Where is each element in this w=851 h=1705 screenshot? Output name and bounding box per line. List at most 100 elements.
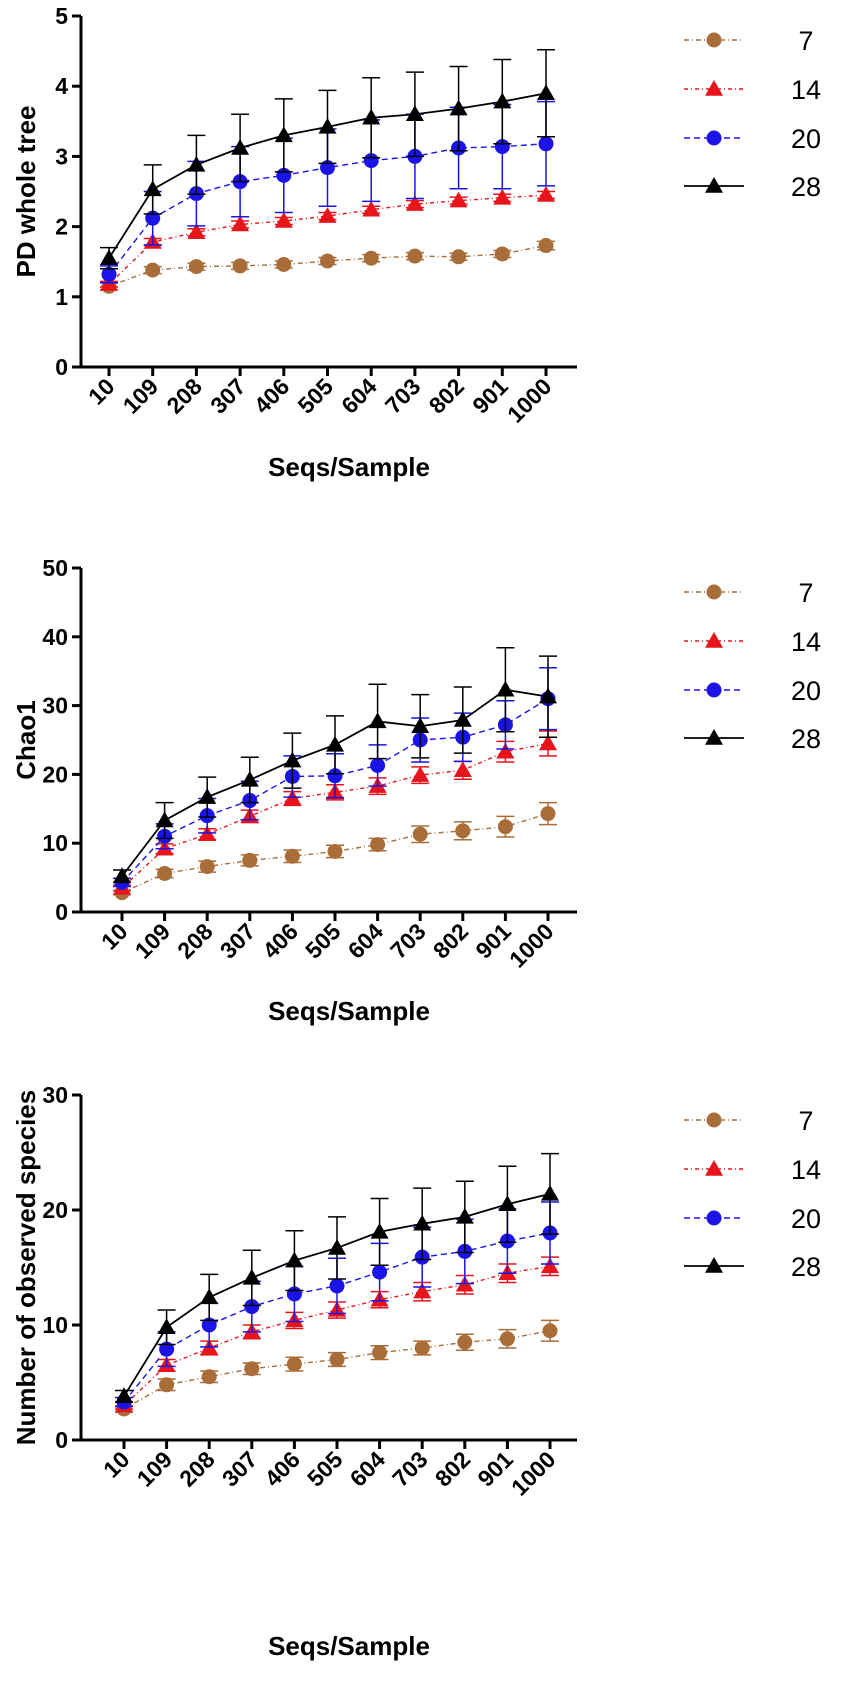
y-tick-label: 20 (42, 1197, 68, 1223)
legend-marker (706, 682, 722, 698)
legend-item: 20 (684, 676, 821, 706)
series-28 (100, 48, 555, 270)
data-point (368, 712, 387, 729)
y-tick-label: 5 (55, 3, 68, 29)
x-tick-label: 703 (380, 373, 426, 419)
legend-item: 28 (684, 724, 821, 754)
data-point (155, 811, 174, 828)
data-point (276, 257, 292, 273)
data-point (370, 1222, 389, 1239)
data-point (284, 848, 300, 864)
data-point (370, 837, 386, 853)
data-point (231, 138, 250, 155)
x-tick-label: 10 (83, 373, 119, 409)
data-point (493, 188, 512, 205)
data-point (274, 211, 293, 228)
legend-marker (706, 1112, 722, 1128)
data-point (244, 1361, 260, 1377)
data-point (201, 1369, 217, 1385)
legend-marker (706, 1210, 722, 1226)
y-tick-label: 20 (42, 761, 68, 787)
y-tick-label: 10 (42, 1312, 68, 1338)
legend-label: 28 (791, 172, 821, 202)
series-20 (113, 667, 557, 890)
data-point (100, 249, 118, 265)
x-tick-label: 604 (336, 373, 382, 419)
data-point (242, 1268, 261, 1285)
data-point (199, 859, 215, 875)
data-point (187, 223, 206, 239)
legend: 7 14 20 28 (684, 1106, 821, 1282)
legend-item: 28 (684, 1252, 821, 1282)
y-tick-label: 30 (42, 1082, 68, 1108)
x-tick-label: 10 (98, 1446, 134, 1482)
data-point (499, 1331, 515, 1347)
data-point (541, 1257, 559, 1274)
x-tick-label: 10 (96, 918, 132, 954)
series-line (121, 698, 549, 883)
y-tick-label: 1 (55, 284, 68, 310)
data-point (405, 195, 424, 211)
data-point (496, 680, 515, 697)
data-point (286, 1356, 302, 1372)
y-tick-label: 50 (42, 555, 68, 581)
legend-marker (706, 130, 722, 146)
legend-label: 14 (791, 75, 821, 105)
series-28 (113, 647, 557, 884)
data-point (274, 126, 293, 143)
data-point (318, 207, 337, 223)
legend-label: 20 (791, 1204, 821, 1234)
x-tick-label: 208 (161, 373, 207, 419)
legend-marker (706, 584, 722, 600)
data-point (231, 215, 250, 232)
x-axis-title: Seqs/Sample (268, 996, 430, 1026)
data-point (157, 865, 173, 881)
data-point (283, 751, 302, 768)
data-point (201, 1317, 217, 1333)
legend-item: 14 (684, 627, 821, 657)
x-tick-label: 1000 (502, 373, 557, 428)
data-point (493, 92, 512, 109)
data-point (326, 735, 344, 752)
legend-marker (705, 1257, 723, 1273)
data-point (413, 1282, 432, 1299)
legend-item: 14 (684, 75, 821, 105)
data-point (539, 734, 557, 751)
data-point (541, 1184, 559, 1201)
x-tick-label: 109 (130, 918, 176, 964)
x-tick-label: 406 (249, 373, 295, 419)
data-point (143, 180, 162, 197)
data-point (498, 1195, 517, 1211)
data-point (451, 249, 467, 265)
legend-item: 7 (684, 26, 814, 56)
data-point (232, 258, 248, 274)
legend-marker (705, 729, 723, 745)
y-tick-label: 0 (55, 1427, 68, 1453)
x-tick-label: 505 (300, 918, 346, 964)
legend-label: 7 (798, 578, 813, 608)
legend-label: 7 (798, 1106, 813, 1136)
data-point (537, 84, 555, 100)
data-point (538, 238, 554, 254)
data-point (414, 1340, 430, 1356)
legend-label: 14 (791, 1155, 821, 1185)
x-tick-label: 505 (293, 373, 339, 419)
data-point (320, 253, 335, 269)
y-axis-title: Chao1 (11, 700, 41, 779)
data-point (327, 843, 343, 859)
legend-item: 14 (684, 1155, 821, 1185)
data-point (372, 1345, 388, 1361)
data-point (329, 1278, 345, 1294)
data-point (494, 246, 510, 262)
y-tick-label: 0 (55, 899, 68, 925)
chart-1: 012345101092083074065056047038029011000P… (11, 3, 821, 482)
legend-label: 28 (791, 724, 821, 754)
data-point (363, 153, 379, 169)
x-tick-label: 802 (424, 373, 470, 419)
data-point (449, 99, 468, 116)
x-tick-label: 208 (174, 1446, 220, 1492)
data-point (413, 1214, 432, 1231)
data-point (538, 136, 554, 152)
data-point (370, 757, 386, 773)
